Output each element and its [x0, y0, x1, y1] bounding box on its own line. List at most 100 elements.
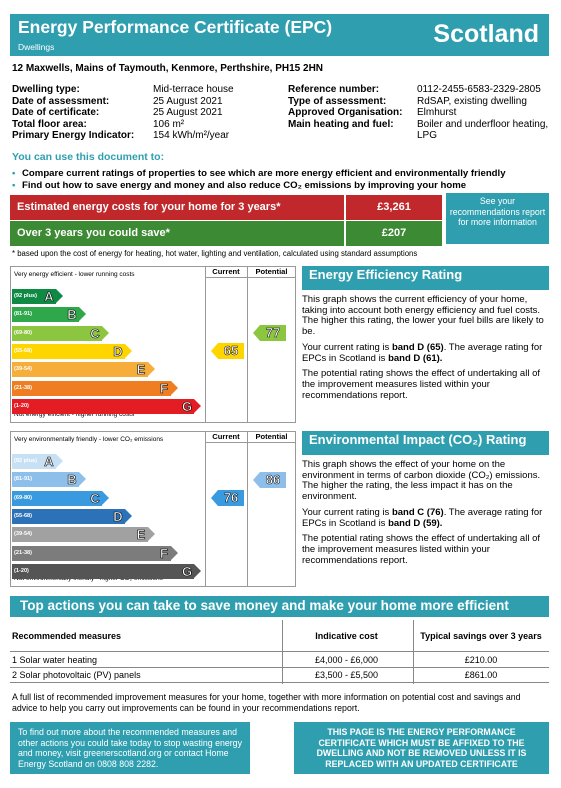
certificate-title: Energy Performance Certificate (EPC): [18, 17, 333, 37]
band-letter: A: [44, 289, 54, 305]
band-arrow: [56, 289, 63, 303]
band-bar: [12, 508, 125, 524]
band-range: (55-68): [14, 512, 33, 519]
rating-arrow: [253, 471, 260, 488]
band-letter: F: [160, 380, 169, 396]
table-row: 1 Solar water heating £4,000 - £6,000 £2…: [10, 655, 549, 668]
full-list-text: A full list of recommended improvement m…: [12, 692, 521, 713]
divider: [205, 432, 206, 586]
band-range: (92 plus): [14, 293, 38, 299]
band-bar: [12, 472, 79, 488]
env-band-c: (69-80) C: [12, 490, 110, 506]
use-document-heading: You can use this document to:: [12, 151, 165, 163]
rating-value: 76: [218, 490, 244, 507]
panel-text: This graph shows the effect of your home…: [302, 459, 541, 503]
band-bar: [12, 490, 102, 506]
band-range: (39-54): [14, 366, 33, 373]
estimated-cost-label: Estimated energy costs for your home for…: [10, 195, 344, 220]
affix-notice-box: THIS PAGE IS THE ENERGY PERFORMANCE CERT…: [294, 722, 549, 774]
current-column-header: Current: [212, 432, 240, 441]
band-bar: [12, 362, 148, 378]
env-band-e: (39-54) E: [12, 527, 156, 542]
band-bar: [12, 454, 56, 469]
detail-row: Date of certificate: 25 August 2021: [12, 107, 223, 119]
band-range: (1-20): [14, 402, 29, 409]
band-range: (1-20): [14, 567, 29, 574]
property-details: Dwelling type: Mid-terrace house Date of …: [12, 84, 282, 142]
band-range: (55-68): [14, 347, 33, 354]
divider: [247, 432, 248, 586]
energy-band-g: (1-20) G: [12, 398, 202, 414]
recommendations-table: Recommended measures Indicative cost Typ…: [10, 620, 549, 684]
band-bar: [12, 343, 125, 359]
band-letter: B: [67, 307, 77, 323]
band-letter: G: [181, 398, 193, 414]
bullet-item: Compare current ratings of properties to…: [12, 168, 506, 180]
band-arrow: [148, 527, 155, 542]
see-recommendations-box: See your recommendations report for more…: [446, 193, 549, 244]
divider: [413, 620, 414, 684]
band-arrow: [171, 545, 178, 560]
band-letter: E: [136, 527, 146, 543]
potential-column-header: Potential: [255, 267, 288, 276]
energy-band-d: (55-68) D: [12, 344, 133, 359]
band-arrow: [56, 454, 63, 468]
detail-row: Reference number: 0112-2455-6583-2329-280…: [288, 84, 541, 95]
divider: [247, 267, 248, 422]
band-range: (69-80): [14, 329, 33, 336]
divider: [282, 620, 283, 684]
rating-value: 77: [260, 325, 286, 342]
more-info-box: To find out more about the recommended m…: [10, 722, 250, 774]
env-band-b: (81-91) B: [12, 472, 87, 488]
panel-text: The potential rating shows the effect of…: [302, 368, 541, 401]
property-address: 12 Maxwells, Mains of Taymouth, Kenmore,…: [12, 63, 324, 74]
band-bar: [12, 563, 194, 579]
assessment-details: Reference number: 0112-2455-6583-2329-280…: [288, 84, 554, 142]
energy-efficiency-chart: Current Potential Very energy efficient …: [10, 266, 296, 423]
band-bar: [12, 380, 171, 396]
detail-row: Total floor area: 106 m²: [12, 118, 185, 130]
band-bar: [12, 398, 194, 414]
energy-band-f: (21-38) F: [12, 380, 179, 396]
use-bullets: Compare current ratings of properties to…: [12, 168, 506, 192]
environmental-impact-chart: Current Potential Very environmentally f…: [10, 431, 296, 587]
current-column-header: Current: [212, 267, 240, 276]
band-arrow: [79, 472, 86, 487]
env-band-f: (21-38) F: [12, 545, 179, 561]
band-range: (21-38): [14, 384, 33, 391]
column-header: Typical savings over 3 years: [420, 631, 542, 641]
certificate-subtitle: Dwellings: [18, 42, 55, 52]
energy-band-b: (81-91) B: [12, 307, 87, 323]
environmental-impact-panel: Environmental Impact (CO₂) Rating This g…: [302, 431, 549, 571]
energy-band-c: (69-80) C: [12, 325, 110, 341]
band-range: (69-80): [14, 494, 33, 501]
divider: [205, 442, 295, 443]
band-range: (92 plus): [14, 458, 38, 464]
band-range: (81-91): [14, 311, 33, 318]
detail-row: Primary Energy Indicator: 154 kWh/m²/year: [12, 130, 230, 142]
band-letter: A: [44, 454, 54, 470]
environmental-impact-heading: Environmental Impact (CO₂) Rating: [302, 431, 549, 455]
band-arrow: [194, 398, 201, 413]
band-arrow: [148, 362, 155, 377]
cost-footnote: * based upon the cost of energy for heat…: [12, 249, 418, 258]
panel-text: Your current rating is band D (65). The …: [302, 341, 543, 364]
band-range: (39-54): [14, 531, 33, 538]
detail-row: Approved Organisation: Elmhurst: [288, 107, 457, 119]
band-letter: G: [181, 563, 193, 579]
chart-top-text: Very environmentally friendly - lower CO…: [14, 436, 164, 443]
band-bar: [12, 289, 56, 304]
env-band-d: (55-68) D: [12, 509, 133, 524]
band-arrow: [125, 508, 132, 523]
band-letter: C: [90, 325, 100, 341]
energy-efficiency-panel: Energy Efficiency Rating This graph show…: [302, 266, 549, 406]
energy-band-e: (39-54) E: [12, 362, 156, 377]
band-letter: C: [90, 490, 100, 506]
detail-row: Main heating and fuel: Boiler and underfl…: [288, 118, 549, 142]
panel-text: The potential rating shows the effect of…: [302, 533, 541, 566]
band-letter: F: [160, 545, 169, 561]
table-row: 2 Solar photovoltaic (PV) panels £3,500 …: [10, 670, 549, 683]
panel-text: Your current rating is band C (76). The …: [302, 506, 543, 529]
band-bar: [12, 307, 79, 323]
column-header: Recommended measures: [12, 631, 122, 641]
